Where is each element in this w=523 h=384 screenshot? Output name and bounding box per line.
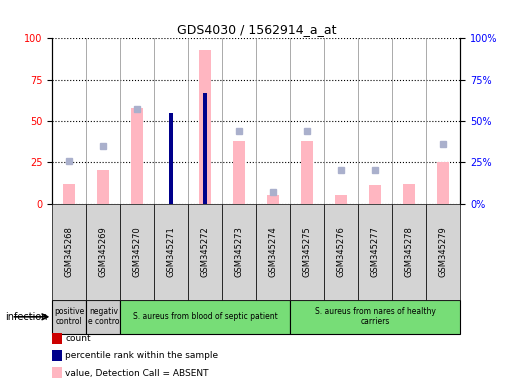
Text: S. aureus from nares of healthy
carriers: S. aureus from nares of healthy carriers: [315, 307, 436, 326]
Text: count: count: [65, 334, 91, 343]
FancyBboxPatch shape: [52, 300, 86, 334]
Text: GSM345277: GSM345277: [371, 226, 380, 277]
Title: GDS4030 / 1562914_a_at: GDS4030 / 1562914_a_at: [177, 23, 336, 36]
Bar: [233, 141, 245, 204]
Text: infection: infection: [5, 312, 48, 322]
Text: GSM345274: GSM345274: [269, 226, 278, 277]
Text: percentile rank within the sample: percentile rank within the sample: [65, 351, 219, 361]
FancyBboxPatch shape: [86, 300, 120, 334]
Text: GSM345275: GSM345275: [303, 226, 312, 277]
Bar: [301, 141, 313, 204]
Text: GSM345268: GSM345268: [65, 226, 74, 277]
Bar: [369, 185, 381, 204]
Bar: [267, 195, 279, 204]
Bar: [63, 184, 75, 204]
Bar: [169, 113, 173, 204]
Text: GSM345272: GSM345272: [201, 226, 210, 277]
FancyBboxPatch shape: [290, 300, 460, 334]
Bar: [131, 108, 143, 204]
Bar: [335, 195, 347, 204]
Bar: [437, 162, 449, 204]
Text: GSM345276: GSM345276: [337, 226, 346, 277]
Text: GSM345271: GSM345271: [167, 226, 176, 277]
Text: GSM345270: GSM345270: [133, 226, 142, 277]
Text: positive
control: positive control: [54, 307, 84, 326]
Bar: [199, 50, 211, 204]
Bar: [403, 184, 415, 204]
Text: negativ
e contro: negativ e contro: [87, 307, 119, 326]
Text: GSM345273: GSM345273: [235, 226, 244, 277]
Text: S. aureus from blood of septic patient: S. aureus from blood of septic patient: [133, 312, 278, 321]
Text: GSM345278: GSM345278: [405, 226, 414, 277]
Bar: [97, 170, 109, 204]
Text: GSM345279: GSM345279: [439, 226, 448, 277]
Bar: [203, 93, 207, 204]
Text: GSM345269: GSM345269: [99, 226, 108, 277]
Text: value, Detection Call = ABSENT: value, Detection Call = ABSENT: [65, 369, 209, 378]
FancyBboxPatch shape: [120, 300, 290, 334]
Bar: [169, 118, 173, 204]
